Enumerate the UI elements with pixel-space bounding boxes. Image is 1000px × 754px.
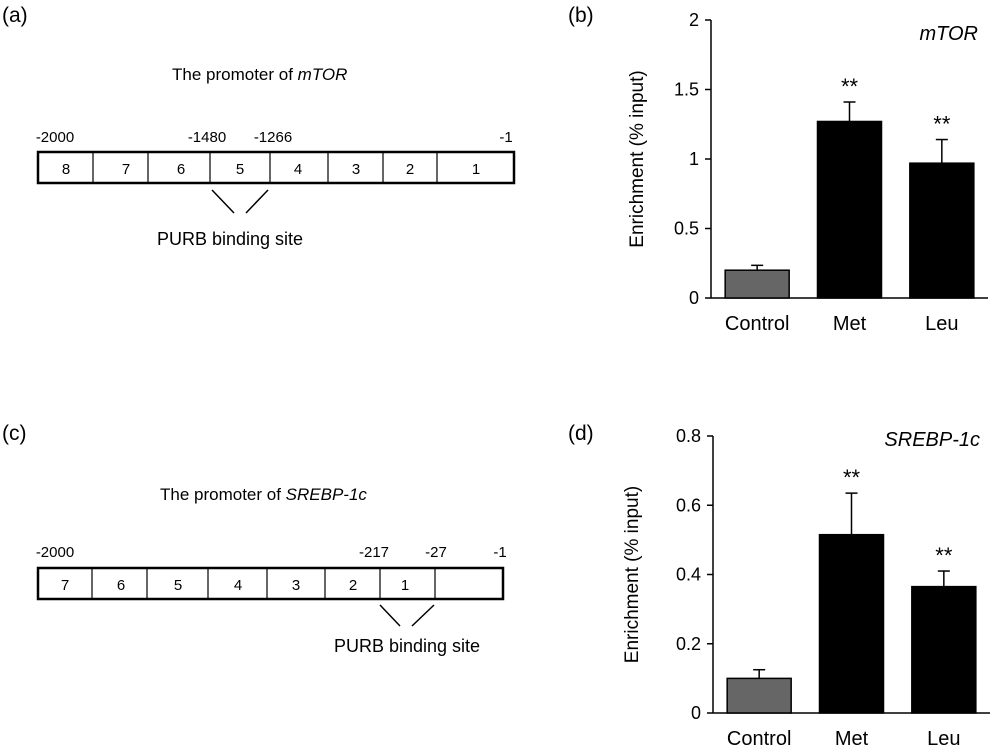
- panel-a-segment: 5: [236, 161, 244, 178]
- panel-a-pos-start: -2000: [36, 129, 74, 146]
- panel-c-site-pointer-left: [379, 604, 401, 627]
- panel-a-promoter-box: [36, 150, 516, 185]
- bar-control: [726, 677, 792, 714]
- x-tick-label: Leu: [927, 728, 960, 750]
- panel-c-pos-end: -1: [493, 544, 506, 561]
- chart-title: SREBP-1c: [884, 429, 980, 451]
- bar-leu: [911, 585, 977, 714]
- y-tick-label: 2: [689, 10, 699, 30]
- panel-a-dividers: [92, 152, 438, 183]
- x-tick-label: Control: [725, 313, 789, 335]
- panel-c-pos-b2: -27: [425, 544, 447, 561]
- bar-met: [816, 120, 883, 299]
- chart-title: mTOR: [919, 23, 978, 45]
- x-tick-label: Met: [835, 728, 869, 750]
- panel-a-segment: 3: [352, 161, 360, 178]
- panel-a-site-label: PURB binding site: [157, 229, 303, 249]
- panel-c: (c) The promoter of SREBP-1c -2000 -217 …: [2, 422, 507, 656]
- x-tick-label: Met: [833, 313, 867, 335]
- panel-c-dividers: [91, 568, 436, 599]
- panel-c-segment: 7: [61, 577, 69, 594]
- y-tick-label: 1.5: [674, 80, 699, 100]
- panel-a-pos-b2: -1266: [254, 129, 292, 146]
- y-tick-label: 1: [689, 149, 699, 169]
- y-tick-label: 0.6: [676, 495, 701, 515]
- panel-a-title-gene: mTOR: [298, 65, 348, 84]
- chart-d-srebp1c-enrichment: 0 0.2 0.4 0.6 0.8 Control ** Met ** Leu SREBP-1c En…: [622, 426, 990, 750]
- panel-a-pos-b1: -1480: [188, 129, 226, 146]
- panel-a-site-pointer-right: [245, 189, 269, 214]
- panel-a-title-prefix: The promoter of: [172, 65, 298, 84]
- y-tick-label: 0.4: [676, 565, 701, 585]
- panel-a: (a) The promoter of mTOR -2000 -1480 -12…: [2, 4, 516, 249]
- panel-c-segment: 6: [117, 577, 125, 594]
- bar-control: [724, 269, 790, 299]
- panel-c-segment: 5: [174, 577, 182, 594]
- panel-a-title: The promoter of mTOR: [172, 65, 347, 84]
- x-tick-label: Control: [727, 728, 791, 750]
- panel-a-segment: 8: [62, 161, 70, 178]
- panel-b-letter: (b): [568, 4, 594, 27]
- significance-marker: **: [933, 112, 951, 137]
- panel-d-letter: (d): [568, 422, 594, 445]
- panel-c-site-label: PURB binding site: [334, 636, 480, 656]
- panel-c-segment: 1: [401, 577, 409, 594]
- panel-c-letter: (c): [2, 422, 27, 445]
- significance-marker: **: [841, 74, 859, 99]
- panel-c-promoter-box: [36, 566, 505, 601]
- bar-met: [818, 533, 885, 714]
- chart-b-mtor-enrichment: 0 0.5 1 1.5 2 Control ** Met ** Leu mTOR Enrichment…: [627, 10, 988, 335]
- panel-a-segment: 2: [406, 161, 414, 178]
- panel-c-title: The promoter of SREBP-1c: [160, 485, 367, 504]
- significance-marker: **: [843, 465, 861, 490]
- panel-a-segment: 1: [472, 161, 480, 178]
- x-tick-label: Leu: [925, 313, 958, 335]
- panel-a-site-pointer-left: [211, 189, 235, 214]
- significance-marker: **: [935, 543, 953, 568]
- panel-c-title-prefix: The promoter of: [160, 485, 286, 504]
- panel-c-title-gene: SREBP-1c: [286, 485, 368, 504]
- bar-leu: [909, 162, 975, 299]
- panel-c-segment: 2: [349, 577, 357, 594]
- y-tick-label: 0.2: [676, 634, 701, 654]
- panel-c-site-pointer-right: [411, 604, 435, 627]
- y-tick-label: 0.8: [676, 426, 701, 446]
- y-axis-label: Enrichment (% input): [627, 70, 648, 247]
- y-tick-label: 0: [689, 288, 699, 308]
- panel-a-segment: 7: [122, 161, 130, 178]
- panel-a-segment: 4: [294, 161, 302, 178]
- panel-a-letter: (a): [2, 4, 28, 27]
- panel-c-segment: 4: [234, 577, 242, 594]
- panel-a-segment: 6: [177, 161, 185, 178]
- panel-c-segment: 3: [292, 577, 300, 594]
- panel-c-pos-start: -2000: [36, 544, 74, 561]
- panel-a-pos-end: -1: [499, 129, 512, 146]
- y-axis-label: Enrichment (% input): [622, 486, 643, 663]
- panel-c-pos-b1: -217: [359, 544, 389, 561]
- y-tick-label: 0.5: [674, 219, 699, 239]
- y-tick-label: 0: [691, 703, 701, 723]
